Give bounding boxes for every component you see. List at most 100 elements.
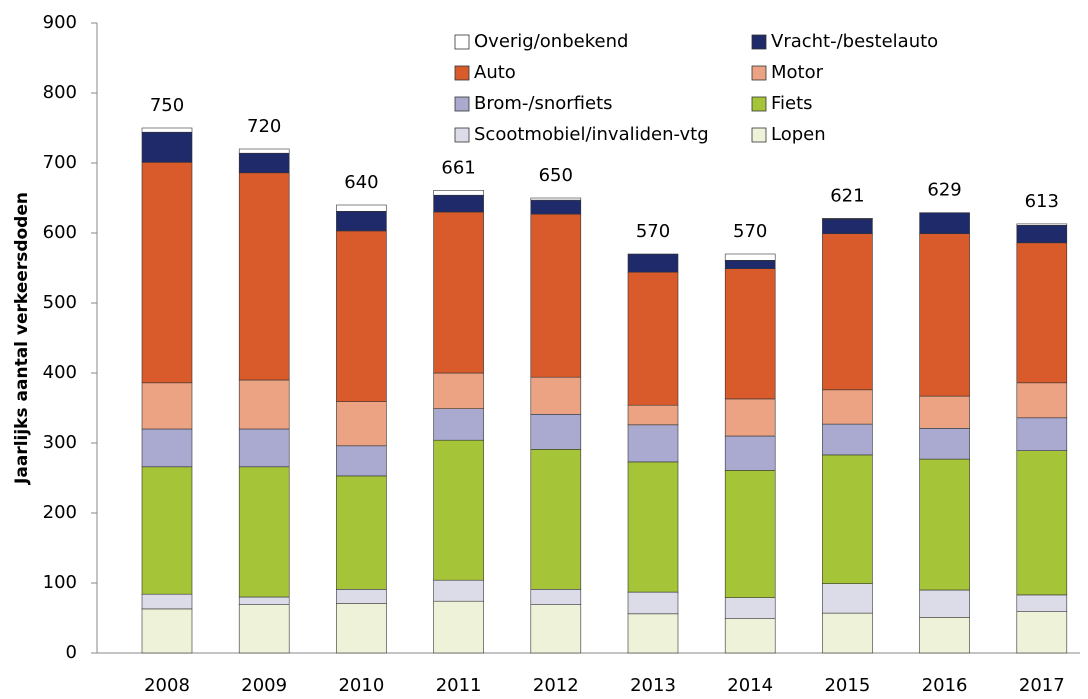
bar-segment — [238, 596, 290, 605]
bar-segment — [433, 579, 484, 602]
bar-segment — [627, 271, 679, 406]
x-tick-label: 2009 — [241, 675, 287, 695]
bar-segment — [433, 190, 484, 196]
bar-segment — [1016, 223, 1068, 226]
bar-segment — [1016, 417, 1068, 451]
bar-segment — [530, 604, 582, 654]
y-tick-label: 400 — [43, 362, 77, 383]
bar-segment — [141, 127, 193, 133]
bar-segment — [724, 469, 776, 598]
total-label: 621 — [830, 185, 864, 206]
bar-segment — [919, 616, 970, 654]
bar-segment — [822, 218, 873, 234]
bar-segment — [822, 389, 873, 425]
legend-label: Overig/onbekend — [474, 31, 628, 52]
bar-segment — [433, 600, 484, 654]
legend-swatch — [454, 96, 470, 112]
bar-segment — [238, 466, 290, 598]
bar-segment — [1016, 225, 1068, 244]
bar-segment — [238, 152, 290, 174]
bar-segment — [627, 461, 679, 593]
bar-segment — [336, 230, 387, 402]
bar-segment — [724, 268, 776, 400]
bar-segment — [1016, 450, 1068, 596]
x-tick-label: 2017 — [1019, 675, 1065, 695]
bar-segment — [919, 427, 970, 460]
legend-label: Scootmobiel/invaliden-vtg — [474, 124, 709, 145]
total-label: 613 — [1025, 191, 1059, 212]
x-tick-label: 2008 — [144, 675, 190, 695]
legend-label: Auto — [474, 62, 516, 83]
bar-segment — [822, 583, 873, 614]
bar-segment — [724, 597, 776, 620]
bar-segment — [919, 458, 970, 591]
bar-segment — [141, 382, 193, 430]
legend-swatch — [454, 65, 470, 81]
total-label: 661 — [441, 157, 475, 178]
bar-segment — [724, 435, 776, 471]
y-tick-label: 500 — [43, 292, 77, 313]
x-tick-label: 2016 — [922, 675, 968, 695]
bar-segment — [433, 408, 484, 441]
bar-segment — [627, 591, 679, 615]
bar-segment — [141, 428, 193, 468]
bar-segment — [627, 253, 679, 273]
bar-segment — [919, 395, 970, 429]
y-tick-label: 300 — [43, 432, 77, 453]
bar-segment — [822, 612, 873, 654]
x-tick-label: 2010 — [338, 675, 384, 695]
y-tick-label: 900 — [43, 12, 77, 33]
bar-segment — [433, 211, 484, 374]
bar-segment — [238, 172, 290, 381]
y-tick-label: 800 — [43, 82, 77, 103]
bar-segment — [627, 424, 679, 463]
x-tick-label: 2013 — [630, 675, 676, 695]
bar-segment — [336, 588, 387, 604]
bar-segment — [919, 212, 970, 234]
bar-segment — [919, 233, 970, 397]
bar-segment — [919, 589, 970, 618]
bar-segment — [530, 376, 582, 415]
total-label: 570 — [733, 221, 767, 242]
x-tick-label: 2012 — [533, 675, 579, 695]
bar-segment — [433, 372, 484, 410]
total-label: 570 — [636, 221, 670, 242]
bar-segment — [724, 618, 776, 654]
y-tick-label: 600 — [43, 222, 77, 243]
legend-label: Lopen — [771, 124, 826, 145]
bar-segment — [336, 445, 387, 477]
bar-segment — [238, 148, 290, 154]
bar-segment — [822, 233, 873, 391]
bar-segment — [141, 131, 193, 163]
legend-swatch — [454, 127, 470, 143]
bar-segment — [627, 404, 679, 426]
legend-label: Fiets — [771, 93, 813, 114]
bar-segment — [724, 253, 776, 261]
legend-label: Motor — [771, 62, 824, 83]
x-tick-label: 2014 — [727, 675, 773, 695]
total-label: 750 — [150, 95, 184, 116]
y-tick-label: 0 — [66, 642, 77, 663]
total-label: 640 — [344, 172, 378, 193]
total-label: 650 — [539, 165, 573, 186]
bar-segment — [530, 413, 582, 450]
bar-segment — [822, 454, 873, 584]
legend-label: Vracht-/bestelauto — [771, 31, 938, 52]
bar-segment — [530, 199, 582, 215]
bar-segment — [822, 218, 873, 220]
bar-segment — [433, 194, 484, 213]
legend-swatch — [454, 34, 470, 50]
bar-segment — [724, 259, 776, 269]
total-label: 720 — [247, 116, 281, 137]
total-label: 629 — [927, 180, 961, 201]
legend-swatch — [751, 127, 767, 143]
y-tick-label: 100 — [43, 572, 77, 593]
legend-label: Brom-/snorfiets — [474, 93, 613, 114]
y-tick-label: 200 — [43, 502, 77, 523]
bar-segment — [1016, 594, 1068, 613]
bar-segment — [724, 398, 776, 437]
bar-segment — [336, 211, 387, 232]
y-tick-label: 700 — [43, 152, 77, 173]
y-axis-title: Jaarlijks aantal verkeersdoden — [12, 192, 32, 485]
